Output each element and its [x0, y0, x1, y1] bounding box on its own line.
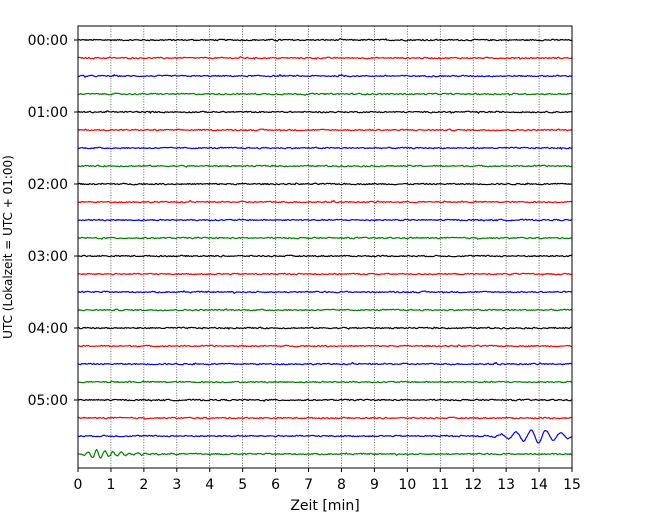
trace-line	[77, 448, 573, 459]
x-tick-label: 14	[530, 477, 548, 493]
x-tick-label: 2	[139, 477, 148, 493]
x-tick-label: 7	[304, 477, 313, 493]
x-tick-label: 11	[431, 477, 449, 493]
x-tick-label: 9	[370, 477, 379, 493]
y-tick-label: 00:00	[28, 33, 68, 49]
x-tick-label: 0	[74, 477, 83, 493]
x-tick-label: 6	[271, 477, 280, 493]
plot-frame	[77, 25, 573, 469]
y-tick-label: 05:00	[28, 393, 68, 409]
seismic-traces	[77, 38, 573, 459]
trace-line	[77, 290, 573, 294]
trace-line	[77, 361, 573, 366]
x-tick-label: 5	[238, 477, 247, 493]
y-tick-label: 02:00	[28, 177, 68, 193]
trace-line	[77, 182, 573, 186]
x-tick-label: 8	[337, 477, 346, 493]
y-tick-label: 04:00	[28, 321, 68, 337]
x-axis-ticks: 0 1 2 3 4 5 6 7 8 9 10 11 12 13 14 15	[74, 468, 581, 493]
x-tick-label: 3	[172, 477, 181, 493]
trace-line	[77, 92, 573, 96]
trace-line	[77, 429, 573, 444]
trace-line	[77, 398, 573, 402]
trace-line	[77, 380, 573, 384]
y-axis-ticks: 00:00 01:00 02:00 03:00 04:00 05:00	[28, 33, 78, 409]
trace-line	[77, 38, 573, 42]
trace-line	[77, 272, 573, 276]
trace-line	[77, 110, 573, 114]
x-tick-label: 12	[464, 477, 482, 493]
trace-line	[77, 344, 573, 348]
trace-line	[77, 164, 573, 168]
grid-lines	[110, 26, 540, 468]
trace-line	[77, 128, 573, 132]
trace-line	[77, 55, 573, 60]
y-axis-label: UTC (Lokalzeit = UTC + 01:00)	[1, 155, 15, 339]
trace-line	[77, 199, 573, 204]
trace-line	[77, 308, 573, 312]
trace-line	[77, 254, 573, 258]
trace-line	[77, 146, 573, 150]
trace-line	[78, 218, 573, 222]
x-tick-label: 15	[563, 477, 581, 493]
trace-line	[77, 236, 573, 240]
x-tick-label: 1	[106, 477, 115, 493]
trace-line	[77, 416, 573, 420]
x-tick-label: 10	[398, 477, 416, 493]
trace-line	[77, 326, 573, 330]
x-tick-label: 13	[497, 477, 515, 493]
trace-line	[77, 74, 573, 78]
y-tick-label: 01:00	[28, 105, 68, 121]
x-tick-label: 4	[205, 477, 214, 493]
y-tick-label: 03:00	[28, 249, 68, 265]
x-axis-label: Zeit [min]	[290, 498, 359, 514]
